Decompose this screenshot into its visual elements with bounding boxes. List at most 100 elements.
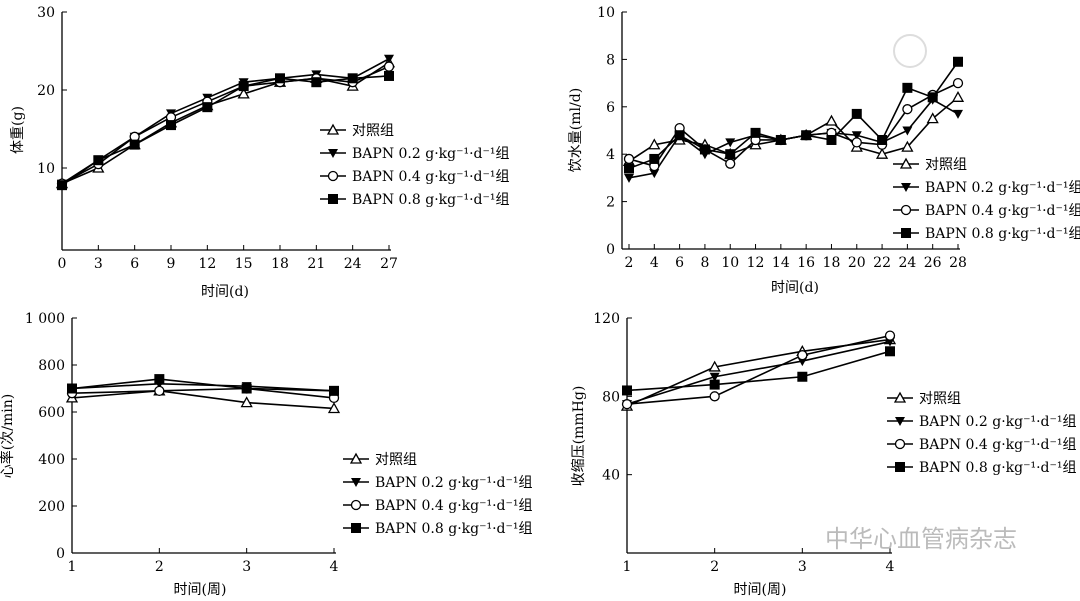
x-axis-label: 时间(周)	[734, 582, 787, 598]
down-triangle-marker	[649, 169, 660, 179]
square-marker	[154, 374, 165, 385]
square-marker	[311, 77, 322, 88]
x-tick-label: 3	[94, 256, 103, 272]
circle-marker	[350, 499, 362, 511]
legend-label: BAPN 0.4 g·kg⁻¹·d⁻¹组	[925, 203, 1080, 219]
x-tick-label: 2	[155, 559, 164, 575]
legend-label: BAPN 0.8 g·kg⁻¹·d⁻¹组	[919, 460, 1077, 476]
x-tick-label: 14	[772, 255, 790, 271]
circle-marker	[725, 158, 736, 169]
square-marker	[902, 82, 913, 93]
x-tick-label: 10	[721, 255, 739, 271]
triangle-marker	[240, 396, 253, 408]
circle-marker	[623, 153, 635, 165]
legend-label: BAPN 0.2 g·kg⁻¹·d⁻¹组	[925, 180, 1080, 196]
y-tick-label: 2	[606, 195, 615, 211]
watermark-text: 中华心血管病杂志	[825, 525, 1017, 553]
legend-label: BAPN 0.4 g·kg⁻¹·d⁻¹组	[352, 169, 510, 185]
series-4	[624, 56, 963, 174]
chart-panel-1: 0 3 6 9 12 15 18 21 24 27 10 20 30 时间(d) 体重(g) 对照组 BAPN …	[10, 5, 510, 300]
down-triangle-marker	[709, 372, 720, 382]
legend-label: BAPN 0.4 g·kg⁻¹·d⁻¹组	[375, 498, 533, 514]
square-marker	[895, 462, 905, 472]
down-triangle-marker	[384, 54, 394, 64]
series-line	[61, 62, 390, 185]
square-marker	[699, 144, 710, 155]
legend: 对照组 BAPN 0.2 g·kg⁻¹·d⁻¹组 BAPN 0.4 g·kg⁻¹·d…	[320, 123, 510, 208]
x-tick-label: 2	[710, 559, 719, 575]
y-axis-label: 收缩压(mmHg)	[571, 386, 587, 487]
y-tick-label: 0	[606, 242, 615, 258]
triangle-marker	[901, 140, 914, 152]
series-1	[620, 333, 897, 411]
x-tick-label: 28	[949, 255, 967, 271]
square-marker	[622, 385, 632, 396]
x-tick-label: 4	[330, 559, 339, 575]
y-tick-label: 120	[593, 311, 620, 327]
x-tick-label: 3	[242, 559, 251, 575]
legend-label: BAPN 0.8 g·kg⁻¹·d⁻¹组	[925, 226, 1080, 242]
legend-label: 对照组	[925, 157, 967, 173]
legend-label: BAPN 0.2 g·kg⁻¹·d⁻¹组	[919, 414, 1077, 430]
down-triangle-marker	[351, 478, 361, 487]
x-tick-label: 20	[848, 255, 866, 271]
chart-panel-4: 1 2 3 4 40 80 120 时间(周) 收缩压(mmHg) 对照组 BAPN 0.2 g·k…	[571, 311, 1077, 598]
square-marker	[826, 134, 837, 145]
legend: 对照组 BAPN 0.2 g·kg⁻¹·d⁻¹组 BAPN 0.4 g·kg⁻¹·d…	[893, 157, 1080, 242]
y-axis-label: 体重(g)	[10, 106, 26, 154]
triangle-marker	[893, 391, 907, 403]
x-tick-label: 21	[307, 256, 325, 272]
circle-marker	[851, 137, 862, 148]
circle-marker	[327, 170, 339, 182]
triangle-marker	[951, 90, 965, 102]
square-marker	[202, 102, 213, 113]
y-tick-label: 80	[602, 389, 620, 405]
series-line	[71, 387, 335, 399]
x-tick-label: 9	[167, 256, 176, 272]
square-marker	[384, 70, 394, 81]
series-line	[626, 340, 891, 405]
series-line	[626, 334, 891, 405]
square-marker	[347, 73, 358, 84]
legend-label: BAPN 0.2 g·kg⁻¹·d⁻¹组	[375, 475, 533, 491]
series-line	[626, 350, 891, 392]
chart-panel-2: 2 4 6 8 10 12 14 16 18 20 22 24 26 280246810时间(d)饮水量(…	[568, 5, 1080, 296]
x-tick-label: 12	[198, 256, 216, 272]
down-triangle-marker	[902, 126, 913, 136]
square-marker	[750, 127, 761, 138]
y-axis-label: 心率(次/min)	[0, 394, 16, 478]
legend-label: BAPN 0.4 g·kg⁻¹·d⁻¹组	[919, 437, 1077, 453]
down-triangle-marker	[953, 109, 963, 119]
square-marker	[877, 134, 888, 145]
down-triangle-marker	[624, 173, 634, 183]
y-tick-label: 200	[38, 499, 65, 515]
circle-marker	[154, 385, 165, 397]
y-tick-label: 10	[597, 5, 615, 21]
x-tick-label: 15	[235, 256, 253, 272]
square-marker	[725, 149, 736, 160]
square-marker	[851, 108, 862, 119]
square-marker	[674, 130, 685, 141]
series-4	[67, 374, 339, 396]
y-tick-label: 6	[606, 100, 615, 116]
y-tick-label: 10	[37, 161, 55, 177]
square-marker	[238, 81, 249, 92]
square-marker	[166, 120, 176, 131]
circle-marker	[902, 104, 913, 115]
y-tick-label: 30	[37, 5, 55, 21]
triangle-marker	[237, 87, 250, 99]
triangle-marker	[825, 114, 838, 126]
series-line	[61, 75, 390, 186]
x-tick-label: 22	[873, 255, 891, 271]
legend-label: 对照组	[919, 391, 961, 407]
circle-marker	[709, 391, 720, 402]
x-tick-label: 27	[380, 256, 398, 272]
square-marker	[329, 385, 339, 396]
triangle-marker	[926, 112, 939, 124]
series-line	[71, 382, 335, 392]
square-marker	[351, 523, 361, 533]
x-tick-label: 4	[650, 255, 659, 271]
square-marker	[241, 383, 252, 394]
legend-label: BAPN 0.8 g·kg⁻¹·d⁻¹组	[352, 192, 510, 208]
